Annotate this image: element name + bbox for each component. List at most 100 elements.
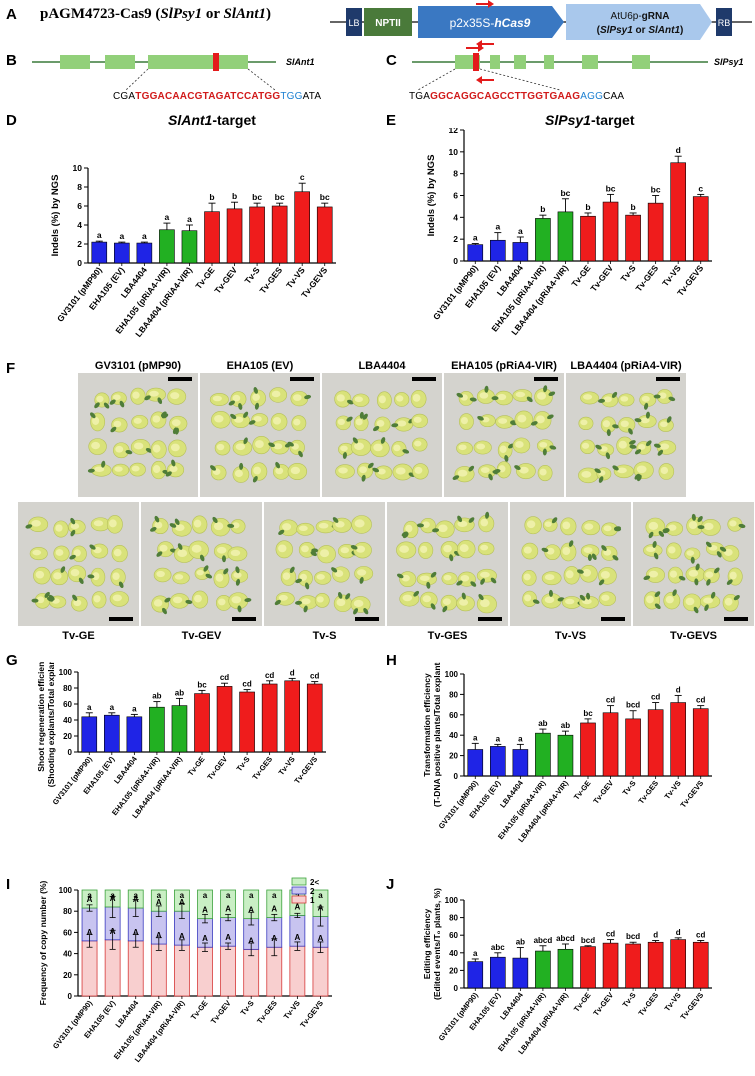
y-tick-label: 6 xyxy=(77,201,82,211)
shoot xyxy=(719,546,727,552)
panel-label-g: G xyxy=(6,652,18,669)
explant xyxy=(620,420,629,428)
shoot xyxy=(230,413,237,420)
chart-g: 0 20 40 60 80 100 Shoot regeneration efficienc… xyxy=(36,662,326,820)
y-tick-label: 0 xyxy=(453,256,458,266)
y-tick-label: 60 xyxy=(63,928,72,937)
shoot xyxy=(372,467,380,473)
shoot xyxy=(278,529,285,535)
y-axis-label: Editing efficiency xyxy=(422,909,432,980)
bar xyxy=(136,242,153,264)
explant xyxy=(658,392,667,399)
shoot xyxy=(658,530,665,537)
y-axis-label-sub: (T-DNA positive plants/Total explants, %… xyxy=(432,662,442,807)
explant xyxy=(282,572,291,580)
shoot xyxy=(666,416,672,423)
chart-title-e: SlPsy1-target xyxy=(545,112,635,128)
explant xyxy=(91,441,101,450)
shoot xyxy=(705,541,712,548)
stacked-bar-segment xyxy=(220,945,236,997)
explant-photo xyxy=(18,502,139,626)
explant xyxy=(686,550,695,556)
explant xyxy=(73,549,81,557)
explant-photo xyxy=(510,502,631,626)
scale-bar xyxy=(290,377,314,381)
explant xyxy=(724,548,733,556)
shoot xyxy=(662,528,670,533)
explant xyxy=(31,520,41,527)
shoot xyxy=(634,449,642,455)
explant xyxy=(636,465,647,474)
explant xyxy=(601,594,610,601)
explant xyxy=(422,595,432,603)
explant xyxy=(565,598,575,605)
shoot xyxy=(636,474,642,482)
explant xyxy=(92,572,100,581)
explant xyxy=(703,597,713,604)
chart-h: 0 20 40 60 80 100 Transformation efficiency (T-… xyxy=(422,662,712,844)
shoot xyxy=(579,594,586,601)
explant xyxy=(196,569,204,576)
explant xyxy=(396,395,404,402)
photo-label: Tv-GEVS xyxy=(669,630,718,642)
shoot xyxy=(162,607,167,615)
y-tick-label: 0 xyxy=(68,992,73,1001)
shoot xyxy=(401,531,408,537)
shoot xyxy=(110,426,117,433)
shoot xyxy=(504,454,509,462)
y-tick-label: 2 xyxy=(453,234,458,244)
explant xyxy=(515,391,526,398)
explant xyxy=(420,545,428,554)
shoot xyxy=(303,605,308,613)
explant xyxy=(648,521,659,530)
y-tick-label: 80 xyxy=(63,907,72,916)
shoot xyxy=(488,473,493,481)
shoot xyxy=(345,593,351,600)
shoot xyxy=(304,582,310,590)
significance-letter: a xyxy=(165,212,170,222)
significance-letter: a xyxy=(97,230,102,240)
rb-label: RB xyxy=(718,18,731,28)
significance-letter: A xyxy=(156,898,162,907)
shoot xyxy=(44,591,50,598)
bar xyxy=(670,702,686,777)
explant xyxy=(537,392,547,400)
shoot xyxy=(694,578,699,586)
shoot xyxy=(549,445,557,450)
shoot xyxy=(289,566,295,574)
significance-letter: a xyxy=(226,891,231,900)
photo-label: Tv-GEV xyxy=(181,630,222,642)
explant xyxy=(112,394,121,401)
significance-letter: bcd xyxy=(626,701,640,710)
shoot xyxy=(449,554,454,562)
x-tick-label: Tv-GEV xyxy=(591,779,615,806)
significance-letter: A xyxy=(202,934,208,943)
shoot xyxy=(457,515,463,523)
shoot xyxy=(485,511,490,519)
explant xyxy=(132,391,140,399)
bar xyxy=(602,942,619,989)
shoot xyxy=(568,540,574,547)
shoot xyxy=(203,565,209,572)
explant xyxy=(480,599,490,608)
explant xyxy=(480,467,490,473)
shoot xyxy=(697,516,703,523)
explant xyxy=(442,598,451,605)
shoot xyxy=(469,397,477,402)
x-tick-label: Tv-GEV xyxy=(588,263,615,294)
explant xyxy=(499,445,507,453)
explant xyxy=(617,467,627,474)
shoot xyxy=(243,411,249,418)
bar xyxy=(159,229,175,264)
stacked-bar-segment xyxy=(312,946,329,997)
explant xyxy=(55,524,63,532)
explant xyxy=(112,594,122,602)
shoot xyxy=(690,556,695,564)
explant xyxy=(354,396,363,403)
bar xyxy=(670,939,686,989)
shoot xyxy=(542,448,547,456)
explant xyxy=(438,524,448,533)
photo-label: Tv-S xyxy=(312,630,337,642)
shoot xyxy=(295,600,303,605)
significance-letter: A xyxy=(87,895,93,904)
